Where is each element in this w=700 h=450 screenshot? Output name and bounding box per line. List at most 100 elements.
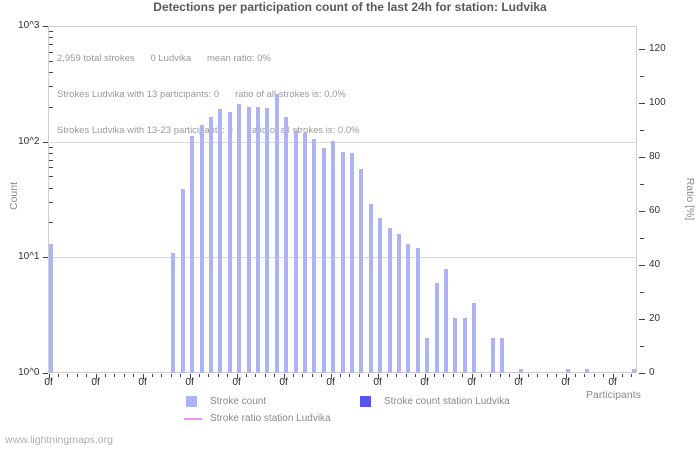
x-minor-tick (490, 374, 492, 377)
stroke-count-bar (49, 244, 54, 373)
stroke-count-bar (378, 217, 383, 373)
x-minor-tick (161, 374, 163, 377)
y-left-tick-label: 10^1 (18, 251, 40, 263)
y-left-minor-tick (48, 187, 53, 189)
info-line-total: 2,959 total strokes 0 Ludvika mean ratio… (57, 53, 271, 64)
stroke-count-bar (566, 369, 571, 373)
y-left-minor-tick (48, 31, 53, 33)
x-minor-tick (358, 374, 360, 377)
gridline (47, 141, 637, 143)
y-left-tick-label: 10^2 (18, 135, 40, 147)
stroke-count-bar (180, 188, 185, 373)
x-minor-tick (387, 374, 388, 377)
y-left-minor-tick (48, 176, 53, 178)
y-left-minor-tick (48, 222, 53, 224)
y-left-minor-tick (48, 43, 53, 45)
x-minor-tick (415, 374, 417, 377)
chart-title: Detections per participation count of th… (153, 0, 547, 14)
y-left-minor-tick (48, 51, 53, 53)
x-minor-tick (462, 374, 464, 377)
x-minor-tick (349, 374, 351, 377)
x-major-tick (236, 374, 238, 379)
x-minor-tick (434, 374, 435, 377)
x-minor-tick (622, 374, 623, 377)
x-minor-tick (499, 374, 501, 377)
y-right-tick-label: 100 (649, 97, 666, 109)
ratio-axis-label: Ratio [%] (684, 177, 696, 221)
count-axis-label: Count (8, 181, 20, 211)
y-right-minor-tick (640, 238, 644, 240)
stroke-count-bar (368, 203, 373, 373)
y-right-major-tick (639, 49, 645, 51)
y-left-minor-tick (48, 146, 53, 148)
stroke-count-bar (255, 106, 260, 373)
stroke-count-bar (190, 135, 195, 373)
x-minor-tick (86, 374, 88, 377)
x-major-tick (612, 374, 614, 379)
x-minor-tick (405, 374, 407, 377)
stroke-count-bar (453, 317, 458, 373)
stroke-count-bar (425, 338, 430, 373)
x-minor-tick (67, 374, 69, 377)
stroke-count-bar (246, 106, 251, 373)
x-minor-tick (575, 374, 576, 377)
x-minor-tick (452, 374, 454, 377)
x-tick-label: 0f (185, 377, 194, 388)
x-minor-tick (264, 374, 266, 377)
y-left-minor-tick (48, 106, 53, 108)
stroke-count-bar (312, 139, 317, 373)
x-minor-tick (255, 374, 257, 377)
legend-item-stroke-ratio: Stroke ratio station Ludvika (184, 413, 331, 424)
y-right-tick-label: 20 (649, 313, 661, 325)
x-minor-tick (368, 374, 370, 377)
watermark-link[interactable]: www.lightningmaps.org (5, 434, 113, 446)
y-left-minor-tick (48, 159, 53, 161)
x-minor-tick (227, 374, 229, 377)
x-tick-label: 0f (326, 377, 335, 388)
x-minor-tick (114, 374, 116, 377)
stroke-count-bar (631, 369, 636, 373)
x-minor-tick (208, 374, 210, 377)
stroke-count-bar (331, 141, 336, 373)
x-major-tick (518, 374, 520, 379)
x-minor-tick (199, 374, 200, 377)
stroke-count-bar (302, 132, 307, 373)
x-major-tick (471, 374, 473, 379)
x-tick-label: 0f (561, 377, 570, 388)
legend-label-stroke-ratio: Stroke ratio station Ludvika (210, 413, 331, 424)
x-tick-label: 0f (279, 377, 288, 388)
x-minor-tick (631, 374, 633, 377)
y-right-tick-label: 80 (649, 151, 661, 163)
x-minor-tick (443, 374, 445, 377)
stroke-count-bar (284, 116, 289, 373)
stroke-count-bar (490, 338, 495, 373)
y-left-tick-label: 10^3 (18, 19, 40, 31)
x-tick-label: 0f (420, 377, 429, 388)
stroke-count-bar (321, 148, 326, 373)
y-left-major-tick (42, 141, 48, 143)
y-right-minor-tick (640, 130, 644, 132)
x-major-tick (95, 374, 97, 379)
y-right-major-tick (639, 265, 645, 267)
legend-item-stroke-count: Stroke count (186, 396, 266, 407)
x-minor-tick (396, 374, 398, 377)
y-left-minor-tick (48, 202, 53, 204)
x-minor-tick (528, 374, 529, 377)
y-right-major-tick (639, 211, 645, 213)
x-minor-tick (584, 374, 586, 377)
x-major-tick (565, 374, 567, 379)
x-minor-tick (546, 374, 548, 377)
stroke-count-bar (359, 168, 364, 373)
legend-label-stroke-count-station: Stroke count station Ludvika (384, 396, 510, 407)
x-minor-tick (302, 374, 304, 377)
x-major-tick (142, 374, 144, 379)
participants-axis-label: Participants (586, 389, 641, 401)
stroke-count-bar (349, 153, 354, 373)
stroke-count-bar (584, 369, 589, 373)
stroke-count-bar (293, 129, 298, 373)
y-left-minor-tick (48, 71, 53, 73)
info-line-13-participants: Strokes Ludvika with 13 participants: 0 … (57, 89, 346, 100)
stroke-count-bar (434, 282, 439, 373)
stroke-count-bar (237, 103, 242, 373)
